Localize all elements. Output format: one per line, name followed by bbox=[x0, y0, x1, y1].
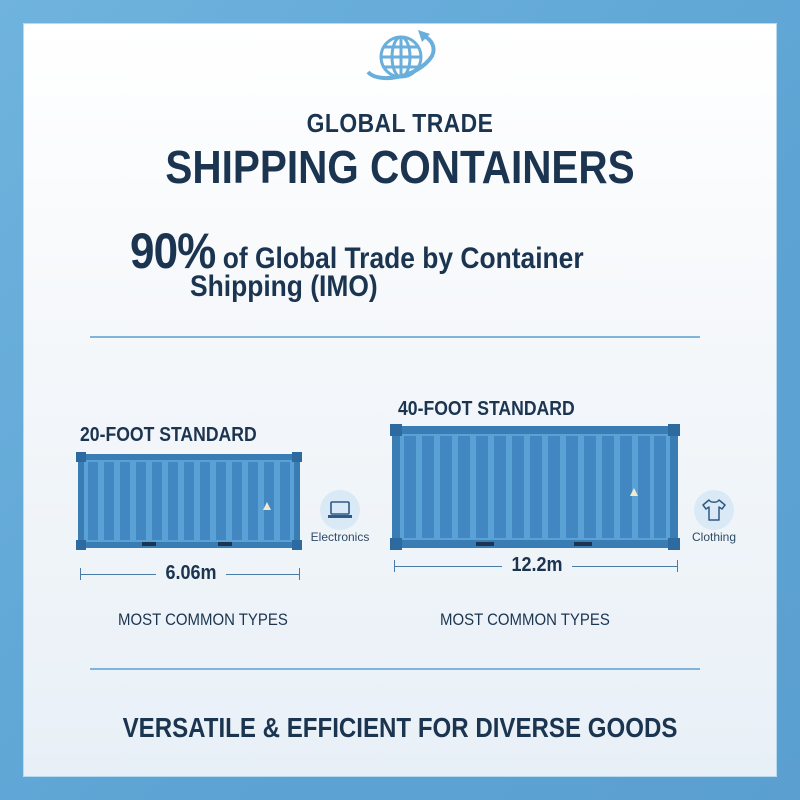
container-40ft-label: 40-FOOT STANDARD bbox=[398, 398, 575, 420]
length-value: 6.06m bbox=[165, 562, 217, 584]
cargo-label: Electronics bbox=[310, 530, 370, 544]
container-20ft-label: 20-FOOT STANDARD bbox=[80, 424, 257, 446]
divider-bottom bbox=[90, 668, 700, 670]
t-shirt-icon bbox=[694, 490, 734, 530]
page-title: SHIPPING CONTAINERS bbox=[165, 141, 635, 193]
laptop-icon bbox=[320, 490, 360, 530]
cargo-clothing: Clothing bbox=[686, 490, 742, 544]
stat-line-1: 90% of Global Trade by Container bbox=[130, 220, 584, 283]
cargo-label: Clothing bbox=[691, 530, 737, 544]
container-20ft-graphic bbox=[76, 452, 302, 550]
footer-tagline: VERSATILE & EFFICIENT FOR DIVERSE GOODS bbox=[122, 712, 678, 743]
globe-with-orbit-arrow-icon bbox=[358, 26, 444, 88]
stat-value: 90% bbox=[130, 223, 216, 279]
container-40ft-graphic bbox=[390, 424, 680, 550]
divider-top bbox=[90, 336, 700, 338]
length-dimension-40ft: 12.2m bbox=[394, 554, 678, 576]
length-dimension-20ft: 6.06m bbox=[80, 562, 300, 584]
stat-text-line1: of Global Trade by Container bbox=[222, 242, 584, 275]
infographic-panel: GLOBAL TRADE SHIPPING CONTAINERS 90% of … bbox=[24, 24, 776, 776]
cargo-electronics: Electronics bbox=[310, 490, 370, 544]
length-value: 12.2m bbox=[511, 554, 563, 576]
caption-20ft: MOST COMMON TYPES bbox=[118, 610, 288, 629]
stat-text-line2: Shipping (IMO) bbox=[190, 270, 378, 303]
caption-40ft: MOST COMMON TYPES bbox=[440, 610, 610, 629]
kicker-title: GLOBAL TRADE bbox=[306, 108, 494, 138]
